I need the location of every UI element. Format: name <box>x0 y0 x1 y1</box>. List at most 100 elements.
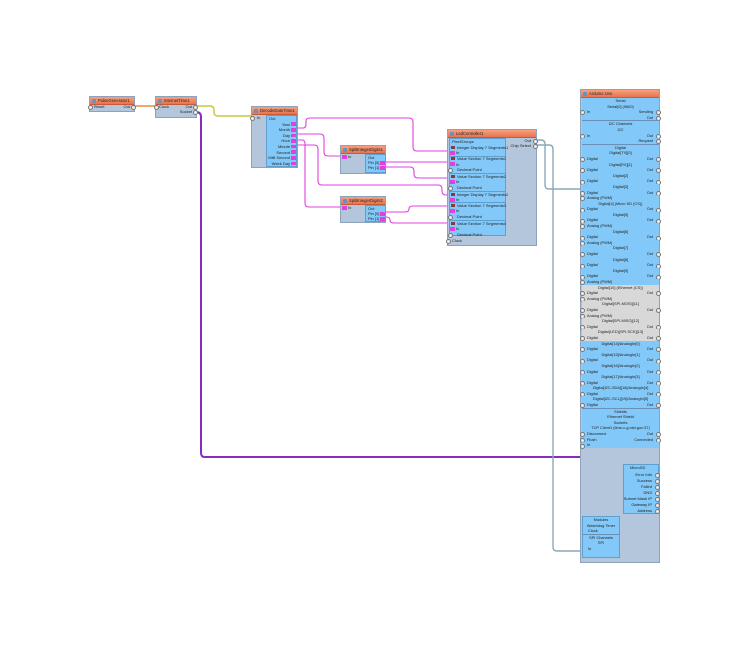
integer-pin-icon[interactable] <box>380 161 385 165</box>
section-label: Digital[5] <box>582 211 659 218</box>
spi-in-pin[interactable]: In <box>583 546 619 552</box>
node-header[interactable]: SplitIntegerDigits1 <box>341 146 385 154</box>
clock-pin[interactable] <box>446 239 451 244</box>
section-label: Digital[14]/AnalogIn[0] <box>582 340 659 347</box>
clock-pin-label: Clock <box>159 104 170 109</box>
socket-pin[interactable] <box>193 110 198 115</box>
output-pin[interactable] <box>655 479 660 484</box>
node-header[interactable]: Arduino Uno <box>581 90 659 98</box>
pin-row[interactable]: Digital Out <box>580 234 661 241</box>
decode-datetime-node[interactable]: DecodeDateTime1 In Out Year Month Day Hour M… <box>250 106 298 168</box>
node-title: LedController1 <box>456 131 484 136</box>
wire-split1-pin1[interactable] <box>385 166 449 179</box>
wire-hour[interactable] <box>297 139 342 208</box>
wire-day[interactable] <box>297 133 342 157</box>
integer-pin-icon[interactable] <box>450 198 455 202</box>
wire-split2-pin1[interactable] <box>385 216 449 224</box>
watchdog-clock-pin[interactable]: Clock <box>583 528 619 534</box>
pin-row[interactable]: Digital Out <box>580 290 661 297</box>
split-integer-digits-1-node[interactable]: SplitIntegerDigits1 In Out Pin [0] Pin [… <box>340 145 386 174</box>
reset-pin[interactable] <box>88 105 93 110</box>
pin-row[interactable]: Digital Out <box>580 323 661 331</box>
integer-pin-icon[interactable] <box>450 180 455 184</box>
integer-pin-icon[interactable] <box>291 128 296 132</box>
out-label: Out <box>269 116 276 121</box>
pin-left-label: Disconnect <box>587 431 607 437</box>
output-pin[interactable] <box>655 503 660 508</box>
node-title: PulseGenerator1 <box>98 98 130 103</box>
integer-pin-icon[interactable] <box>450 227 455 231</box>
wire-minute[interactable] <box>297 144 449 196</box>
wire-split2-pin0[interactable] <box>385 205 449 213</box>
pin-row[interactable]: Digital Out <box>580 273 661 280</box>
node-header[interactable]: PulseGenerator1 <box>90 97 134 105</box>
led-controller-node[interactable]: LedController1 PixelGroups Integer Displ… <box>446 129 538 246</box>
integer-pin-icon[interactable] <box>291 139 296 143</box>
pin-row[interactable]: Flush Connected <box>580 436 661 443</box>
output-pin-label: Milli Second <box>268 155 290 161</box>
pin-row[interactable]: In Out <box>580 132 661 139</box>
pin-left-label: Digital <box>587 290 598 296</box>
node-header[interactable]: InternetTime1 <box>156 97 196 105</box>
microsd-pin-label: Failed <box>641 484 652 489</box>
pulse-generator-node[interactable]: PulseGenerator1 Reset Out <box>88 96 136 112</box>
input-pin[interactable] <box>580 443 585 449</box>
integer-pin-icon[interactable] <box>291 161 296 166</box>
segment-icon <box>451 145 455 149</box>
wire-time-to-decode[interactable] <box>196 105 253 117</box>
in-pin-label: In <box>348 205 352 210</box>
integer-pin-icon[interactable] <box>291 150 296 154</box>
integer-pin-icon[interactable] <box>450 151 455 155</box>
node-header[interactable]: SplitIntegerDigits2 <box>341 197 385 205</box>
output-pin[interactable] <box>655 485 660 490</box>
output-pin[interactable] <box>655 473 660 478</box>
decimal-point-pin[interactable] <box>448 168 453 174</box>
split-integer-digits-2-node[interactable]: SplitIntegerDigits2 In Out Pin [0] Pin [… <box>340 196 386 223</box>
pin-row[interactable]: In <box>580 442 659 449</box>
pin-left-label: Digital <box>587 323 598 329</box>
integer-pin-icon[interactable] <box>380 212 385 216</box>
output-pin[interactable] <box>655 509 660 514</box>
led-controller-icon <box>449 131 454 136</box>
out-pin[interactable] <box>533 139 538 144</box>
integer-pin-icon[interactable] <box>291 122 296 126</box>
decimal-point-pin[interactable] <box>448 232 453 238</box>
integer-pin-icon[interactable] <box>291 156 296 160</box>
in-pin-label: In <box>456 208 460 214</box>
pin-right-label: Out <box>646 290 653 296</box>
out-pin[interactable] <box>193 105 198 110</box>
output-pin[interactable] <box>655 491 660 496</box>
pin-right-label: Out <box>646 402 653 408</box>
in-pin[interactable] <box>250 116 255 121</box>
wire-month[interactable] <box>297 117 449 152</box>
internet-time-node[interactable]: InternetTime1 Clock Out Socket <box>154 96 198 118</box>
out-pin-label: Out <box>524 138 531 143</box>
node-header[interactable]: DecodeDateTime1 <box>252 107 297 115</box>
integer-pin-icon <box>342 206 347 210</box>
wire-socket-to-tcp[interactable] <box>195 111 584 458</box>
section-label: Sockets <box>582 419 659 426</box>
output-pin[interactable] <box>655 497 660 502</box>
integer-pin-icon[interactable] <box>380 217 385 221</box>
decimal-point-pin[interactable] <box>448 215 453 220</box>
integer-pin-icon[interactable] <box>291 144 296 149</box>
segment-icon <box>451 174 455 178</box>
output-pin-label: Minute <box>277 144 290 149</box>
integer-pin-icon[interactable] <box>450 162 455 166</box>
chip-select-pin[interactable] <box>533 144 538 149</box>
arduino-uno-node[interactable]: Arduino Uno Serial Serial[0] (9600) In Send… <box>580 89 661 563</box>
socket-pin-label: Socket <box>179 109 192 114</box>
wire-chipselect-to-spi[interactable] <box>536 144 584 552</box>
pin1-label: Pin [1] <box>368 165 380 170</box>
section-label: Digital <box>582 143 659 151</box>
out-pin[interactable] <box>131 105 136 110</box>
integer-pin-icon[interactable] <box>291 133 296 138</box>
in-pin-label: In <box>348 154 352 159</box>
node-header[interactable]: LedController1 <box>448 130 536 138</box>
in-pin-label: In <box>456 161 460 167</box>
integer-pin-icon[interactable] <box>450 209 455 213</box>
decimal-point-pin[interactable] <box>448 186 453 191</box>
clock-pin[interactable] <box>154 105 159 110</box>
integer-pin-icon[interactable] <box>380 166 385 170</box>
wire-led-out-to-digital2[interactable] <box>536 139 584 190</box>
